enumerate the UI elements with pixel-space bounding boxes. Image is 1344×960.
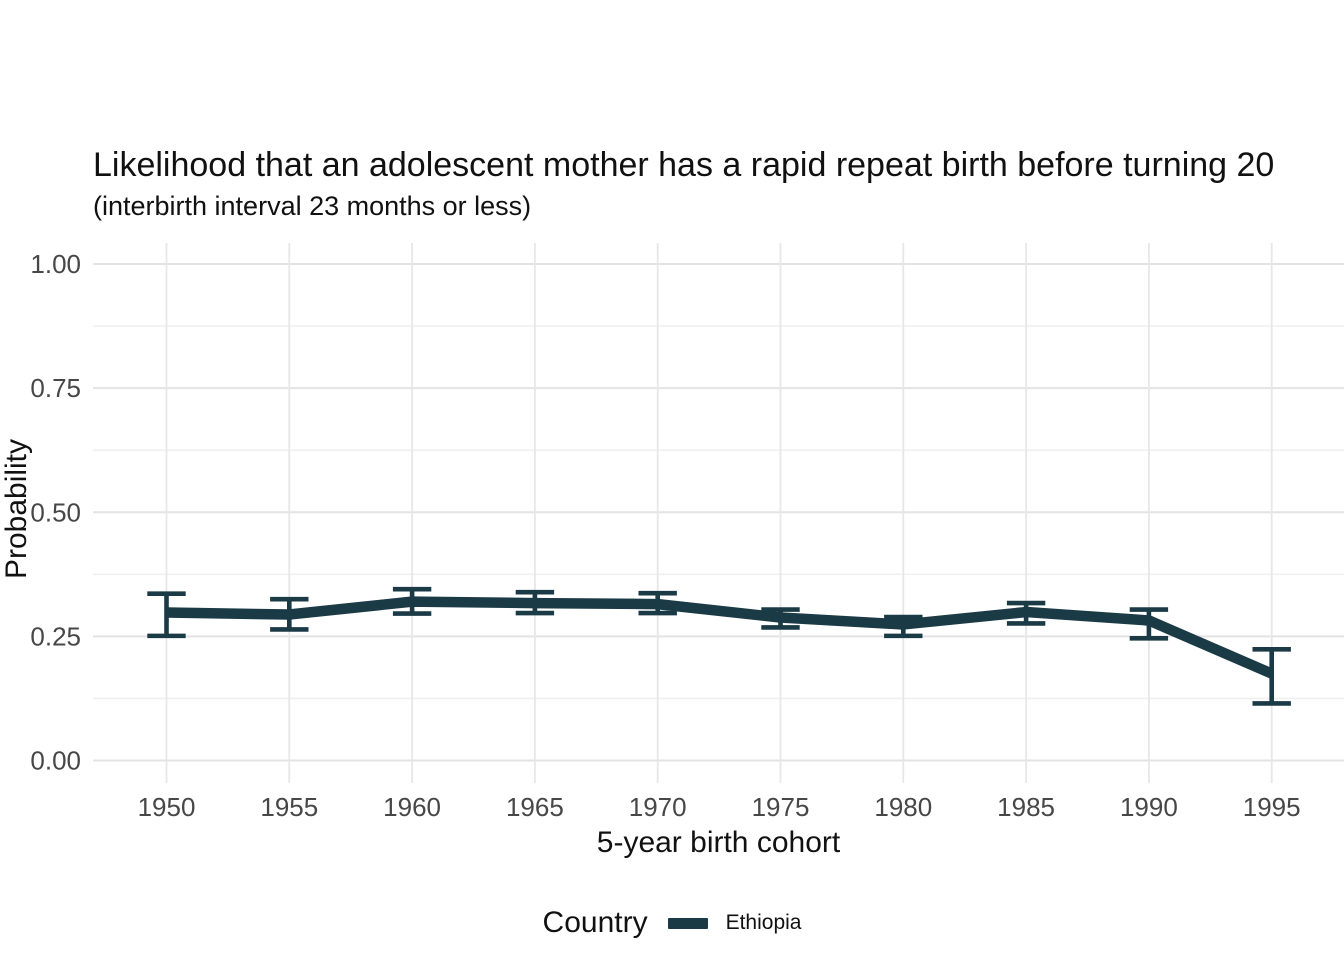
x-tick-label: 1975 bbox=[752, 792, 810, 822]
x-tick-label: 1955 bbox=[260, 792, 318, 822]
legend-swatch-ethiopia bbox=[667, 917, 708, 929]
x-tick-label: 1990 bbox=[1120, 792, 1178, 822]
y-tick-label: 0.00 bbox=[30, 746, 81, 776]
x-tick-label: 1970 bbox=[629, 792, 687, 822]
x-tick-label: 1995 bbox=[1243, 792, 1301, 822]
y-tick-label: 0.75 bbox=[30, 373, 81, 403]
y-tick-label: 0.25 bbox=[30, 621, 81, 651]
x-axis-title: 5-year birth cohort bbox=[596, 826, 841, 859]
x-tick-label: 1950 bbox=[138, 792, 196, 822]
chart-title: Likelihood that an adolescent mother has… bbox=[93, 146, 1275, 184]
x-tick-label: 1980 bbox=[874, 792, 932, 822]
y-axis-title: Probability bbox=[0, 438, 33, 580]
legend-label-ethiopia: Ethiopia bbox=[725, 911, 802, 934]
legend: Country Ethiopia bbox=[0, 902, 1344, 944]
y-tick-label: 1.00 bbox=[30, 249, 81, 279]
x-tick-label: 1965 bbox=[506, 792, 564, 822]
chart-subtitle: (interbirth interval 23 months or less) bbox=[93, 191, 532, 221]
legend-title: Country bbox=[542, 906, 648, 939]
series-line-ethiopia bbox=[166, 596, 1274, 679]
x-tick-label: 1985 bbox=[997, 792, 1055, 822]
y-tick-label: 0.50 bbox=[30, 497, 81, 527]
x-tick-label: 1960 bbox=[383, 792, 441, 822]
